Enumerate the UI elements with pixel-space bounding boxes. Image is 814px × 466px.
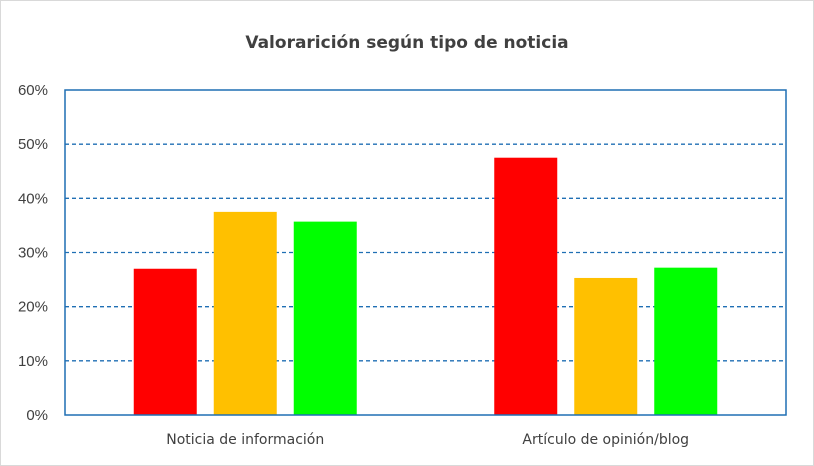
x-axis-labels: Noticia de información Artículo de opinió…: [166, 432, 689, 448]
y-tick-label: 60%: [18, 82, 48, 99]
bar: [293, 221, 357, 415]
plot-area-border: [64, 89, 787, 416]
chart-title: Valorarición según tipo de noticia: [245, 33, 569, 53]
x-category-label: Noticia de información: [166, 432, 324, 448]
x-category-label: Artículo de opinión/blog: [522, 432, 689, 448]
y-tick-label: 0%: [26, 407, 48, 424]
bar: [133, 268, 197, 415]
y-tick-label: 30%: [18, 245, 48, 262]
bar: [494, 157, 558, 416]
y-tick-label: 50%: [18, 136, 48, 153]
y-tick-label: 20%: [18, 299, 48, 316]
y-tick-label: 10%: [18, 353, 48, 370]
y-tick-label: 40%: [18, 190, 48, 207]
bar: [654, 267, 718, 415]
bars: [133, 157, 718, 416]
y-axis-ticks: 0% 10% 20% 30% 40% 50% 60%: [18, 82, 48, 424]
bar: [574, 277, 638, 415]
bar: [213, 211, 277, 415]
